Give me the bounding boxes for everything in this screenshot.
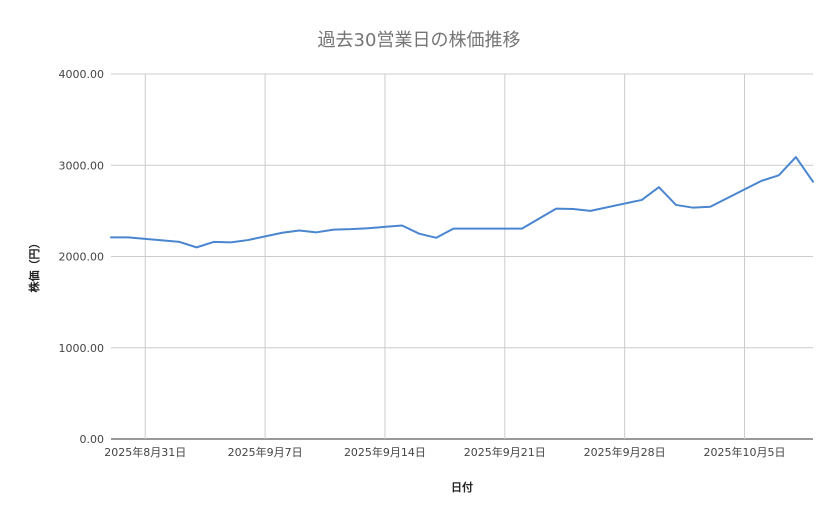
x-tick-label: 2025年10月5日 <box>704 445 786 459</box>
data-point <box>692 206 695 209</box>
data-point <box>366 227 369 230</box>
data-point <box>572 208 575 211</box>
data-point <box>709 205 712 208</box>
data-point <box>195 246 198 249</box>
data-point <box>794 156 797 159</box>
data-point <box>640 198 643 201</box>
data-point <box>349 228 352 231</box>
data-point <box>332 228 335 231</box>
y-tick-label: 2000.00 <box>59 251 105 264</box>
y-tick-label: 0.00 <box>80 433 105 446</box>
data-point <box>777 174 780 177</box>
data-point <box>281 231 284 234</box>
y-tick-label: 4000.00 <box>59 68 105 81</box>
data-point <box>469 227 472 230</box>
data-point <box>212 240 215 243</box>
data-point <box>657 186 660 189</box>
data-point <box>110 236 113 239</box>
data-point <box>178 240 181 243</box>
x-axis-ticks: 2025年8月31日 2025年9月7日 2025年9月14日 2025年9月21日 2… <box>104 445 785 459</box>
x-tick-label: 2025年9月7日 <box>228 445 303 459</box>
gridlines <box>111 73 813 440</box>
data-point <box>520 227 523 230</box>
data-point <box>246 239 249 242</box>
data-point <box>401 224 404 227</box>
data-point <box>555 207 558 210</box>
data-point <box>435 236 438 239</box>
data-point <box>760 179 763 182</box>
y-axis-title: 株価（円） <box>27 238 41 293</box>
data-point <box>675 203 678 206</box>
x-tick-label: 2025年9月14日 <box>344 445 426 459</box>
chart-title: 過去30営業日の株価推移 <box>318 30 521 51</box>
data-point <box>229 241 232 244</box>
data-point <box>298 229 301 232</box>
y-tick-label: 1000.00 <box>59 342 105 355</box>
data-point <box>589 209 592 212</box>
series-layer <box>110 156 815 249</box>
x-tick-label: 2025年8月31日 <box>104 445 186 459</box>
x-tick-label: 2025年9月28日 <box>584 445 666 459</box>
y-tick-label: 3000.00 <box>59 159 105 172</box>
data-point <box>315 231 318 234</box>
x-tick-label: 2025年9月21日 <box>464 445 546 459</box>
x-axis-title: 日付 <box>451 480 473 494</box>
series-line <box>110 156 814 249</box>
data-point <box>418 232 421 235</box>
y-axis-ticks: 0.00 1000.00 2000.00 3000.00 4000.00 <box>59 68 105 446</box>
data-point <box>452 227 455 230</box>
data-point <box>127 236 130 239</box>
data-point <box>812 180 815 183</box>
